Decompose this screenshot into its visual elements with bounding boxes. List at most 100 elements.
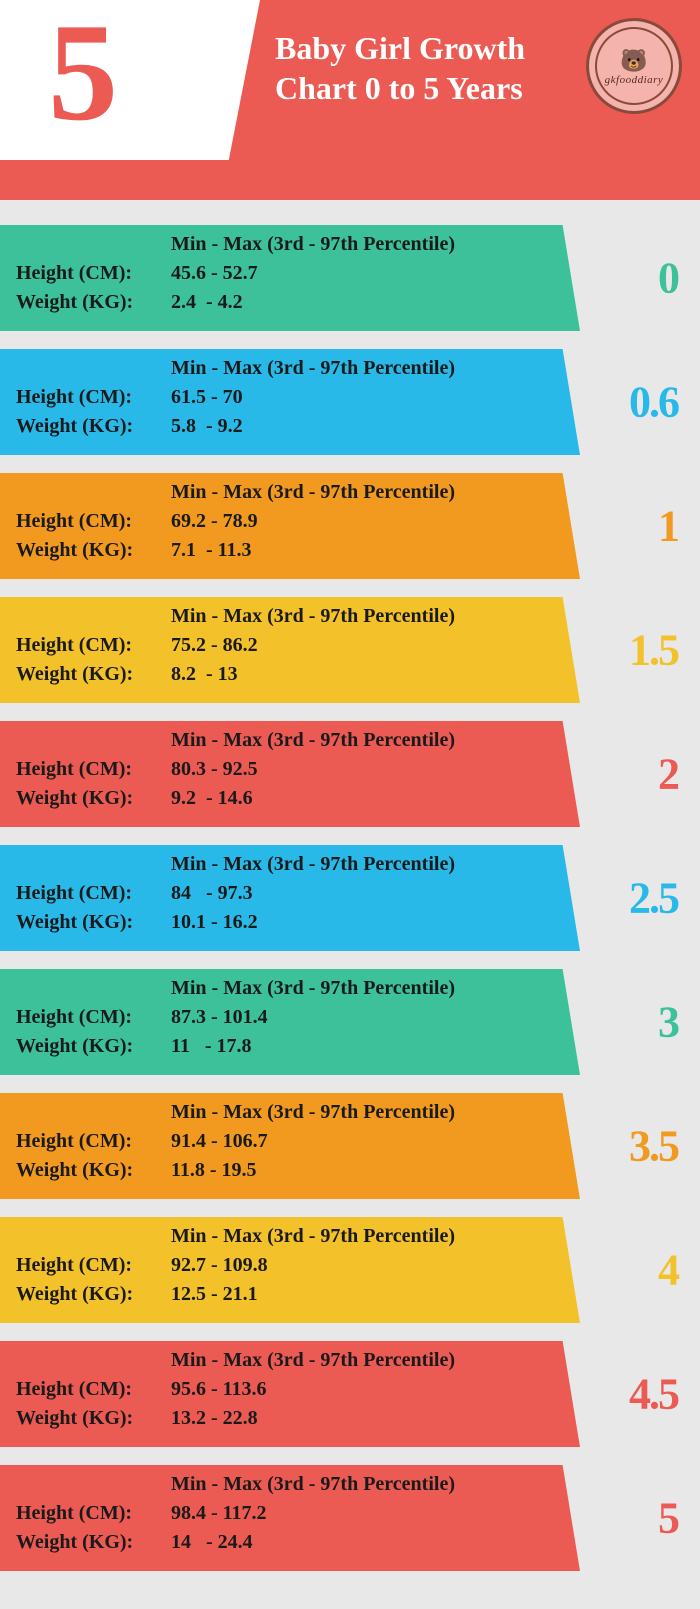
growth-row-bar: Min - Max (3rd - 97th Percentile) Height …: [0, 969, 580, 1075]
weight-label: Weight (KG):: [16, 1407, 171, 1430]
height-line: Height (CM):69.2 - 78.9: [16, 510, 580, 533]
weight-line: Weight (KG):7.1 - 11.3: [16, 539, 580, 562]
height-label: Height (CM):: [16, 386, 171, 409]
growth-row-content: Min - Max (3rd - 97th Percentile)Height …: [0, 845, 580, 934]
growth-row-bar: Min - Max (3rd - 97th Percentile) Height …: [0, 1217, 580, 1323]
page-title: Baby Girl Growth Chart 0 to 5 Years: [275, 28, 525, 108]
minmax-header: Min - Max (3rd - 97th Percentile): [16, 357, 580, 380]
height-values: 84 - 97.3: [171, 882, 253, 905]
weight-line: Weight (KG):12.5 - 21.1: [16, 1283, 580, 1306]
minmax-header: Min - Max (3rd - 97th Percentile): [16, 977, 580, 1000]
height-line: Height (CM):80.3 - 92.5: [16, 758, 580, 781]
weight-line: Weight (KG):5.8 - 9.2: [16, 415, 580, 438]
growth-row-content: Min - Max (3rd - 97th Percentile) Height …: [0, 1093, 580, 1182]
height-line: Height (CM):45.6 - 52.7: [16, 262, 580, 285]
minmax-header: Min - Max (3rd - 97th Percentile): [16, 1101, 580, 1124]
height-line: Height (CM):87.3 - 101.4: [16, 1006, 580, 1029]
header-big-number: 5: [48, 0, 110, 153]
growth-rows-container: Min - Max (3rd - 97th Percentile) Height …: [0, 225, 700, 1609]
height-label: Height (CM):: [16, 262, 171, 285]
height-label: Height (CM):: [16, 1378, 171, 1401]
weight-label: Weight (KG):: [16, 787, 171, 810]
growth-row-content: Min - Max (3rd - 97th Percentile) Height …: [0, 1465, 580, 1554]
height-line: Height (CM):98.4 - 117.2: [16, 1502, 580, 1525]
height-values: 95.6 - 113.6: [171, 1378, 267, 1401]
growth-row-content: Min - Max (3rd - 97th Percentile) Height …: [0, 597, 580, 686]
growth-row-bar: Min - Max (3rd - 97th Percentile) Height …: [0, 349, 580, 455]
weight-values: 11 - 17.8: [171, 1035, 252, 1058]
growth-row: Min - Max (3rd - 97th Percentile) Height …: [0, 1465, 700, 1571]
title-line-2: Chart 0 to 5 Years: [275, 70, 523, 106]
height-label: Height (CM):: [16, 634, 171, 657]
height-label: Height (CM):: [16, 882, 171, 905]
height-label: Height (CM):: [16, 1130, 171, 1153]
weight-label: Weight (KG):: [16, 539, 171, 562]
weight-values: 7.1 - 11.3: [171, 539, 252, 562]
age-number: 2: [658, 749, 678, 800]
growth-row: Min - Max (3rd - 97th Percentile) Height …: [0, 225, 700, 331]
age-number: 0.6: [629, 377, 678, 428]
weight-values: 13.2 - 22.8: [171, 1407, 258, 1430]
height-line: Height (CM):61.5 - 70: [16, 386, 580, 409]
growth-row-content: Min - Max (3rd - 97th Percentile) Height …: [0, 473, 580, 562]
minmax-header: Min - Max (3rd - 97th Percentile): [16, 1349, 580, 1372]
age-number: 5: [658, 1493, 678, 1544]
weight-line: Weight (KG):10.1 - 16.2: [16, 911, 580, 934]
growth-row-bar: Min - Max (3rd - 97th Percentile) Height …: [0, 597, 580, 703]
age-number: 1.5: [629, 625, 678, 676]
age-number: 3.5: [629, 1121, 678, 1172]
weight-line: Weight (KG):9.2 - 14.6: [16, 787, 580, 810]
weight-label: Weight (KG):: [16, 1159, 171, 1182]
weight-values: 9.2 - 14.6: [171, 787, 253, 810]
minmax-header: Min - Max (3rd - 97th Percentile): [16, 481, 580, 504]
minmax-header: Min - Max (3rd - 97th Percentile): [16, 1473, 580, 1496]
growth-row: Min - Max (3rd - 97th Percentile) Height …: [0, 349, 700, 455]
growth-row: Min - Max (3rd - 97th Percentile) Height …: [0, 473, 700, 579]
weight-label: Weight (KG):: [16, 415, 171, 438]
weight-values: 5.8 - 9.2: [171, 415, 243, 438]
teddy-bear-icon: 🐻: [620, 50, 647, 72]
height-values: 91.4 - 106.7: [171, 1130, 268, 1153]
growth-row-content: Min - Max (3rd - 97th Percentile) Height …: [0, 969, 580, 1058]
growth-row-bar: Min - Max (3rd - 97th Percentile) Height …: [0, 473, 580, 579]
header-white-panel: 5: [0, 0, 260, 160]
age-number: 0: [658, 253, 678, 304]
growth-row-content: Min - Max (3rd - 97th Percentile) Height …: [0, 1341, 580, 1430]
height-values: 69.2 - 78.9: [171, 510, 258, 533]
height-label: Height (CM):: [16, 758, 171, 781]
age-number: 1: [658, 501, 678, 552]
height-values: 98.4 - 117.2: [171, 1502, 267, 1525]
growth-row-bar: Min - Max (3rd - 97th Percentile) Height …: [0, 1341, 580, 1447]
age-number: 4: [658, 1245, 678, 1296]
weight-line: Weight (KG):11 - 17.8: [16, 1035, 580, 1058]
growth-row: Min - Max (3rd - 97th Percentile) Height …: [0, 1093, 700, 1199]
weight-label: Weight (KG):: [16, 291, 171, 314]
growth-row: Min - Max (3rd - 97th Percentile)Height …: [0, 845, 700, 951]
growth-row-bar: Min - Max (3rd - 97th Percentile) Height …: [0, 1465, 580, 1571]
minmax-header: Min - Max (3rd - 97th Percentile): [16, 1225, 580, 1248]
height-line: Height (CM):92.7 - 109.8: [16, 1254, 580, 1277]
age-number: 3: [658, 997, 678, 1048]
height-line: Height (CM):91.4 - 106.7: [16, 1130, 580, 1153]
growth-row: Min - Max (3rd - 97th Percentile)Height …: [0, 721, 700, 827]
weight-line: Weight (KG):11.8 - 19.5: [16, 1159, 580, 1182]
height-line: Height (CM):95.6 - 113.6: [16, 1378, 580, 1401]
weight-label: Weight (KG):: [16, 1283, 171, 1306]
growth-row-content: Min - Max (3rd - 97th Percentile) Height …: [0, 1217, 580, 1306]
weight-values: 11.8 - 19.5: [171, 1159, 257, 1182]
growth-row: Min - Max (3rd - 97th Percentile) Height …: [0, 969, 700, 1075]
age-number: 2.5: [629, 873, 678, 924]
growth-row-bar: Min - Max (3rd - 97th Percentile)Height …: [0, 721, 580, 827]
growth-row-bar: Min - Max (3rd - 97th Percentile) Height …: [0, 1093, 580, 1199]
minmax-header: Min - Max (3rd - 97th Percentile): [16, 605, 580, 628]
weight-line: Weight (KG):2.4 - 4.2: [16, 291, 580, 314]
height-values: 61.5 - 70: [171, 386, 243, 409]
growth-row: Min - Max (3rd - 97th Percentile) Height …: [0, 597, 700, 703]
height-line: Height (CM):84 - 97.3: [16, 882, 580, 905]
height-label: Height (CM):: [16, 510, 171, 533]
weight-values: 10.1 - 16.2: [171, 911, 258, 934]
growth-row-bar: Min - Max (3rd - 97th Percentile)Height …: [0, 845, 580, 951]
header: 5 Baby Girl Growth Chart 0 to 5 Years 🐻 …: [0, 0, 700, 200]
minmax-header: Min - Max (3rd - 97th Percentile): [16, 233, 580, 256]
weight-values: 8.2 - 13: [171, 663, 238, 686]
